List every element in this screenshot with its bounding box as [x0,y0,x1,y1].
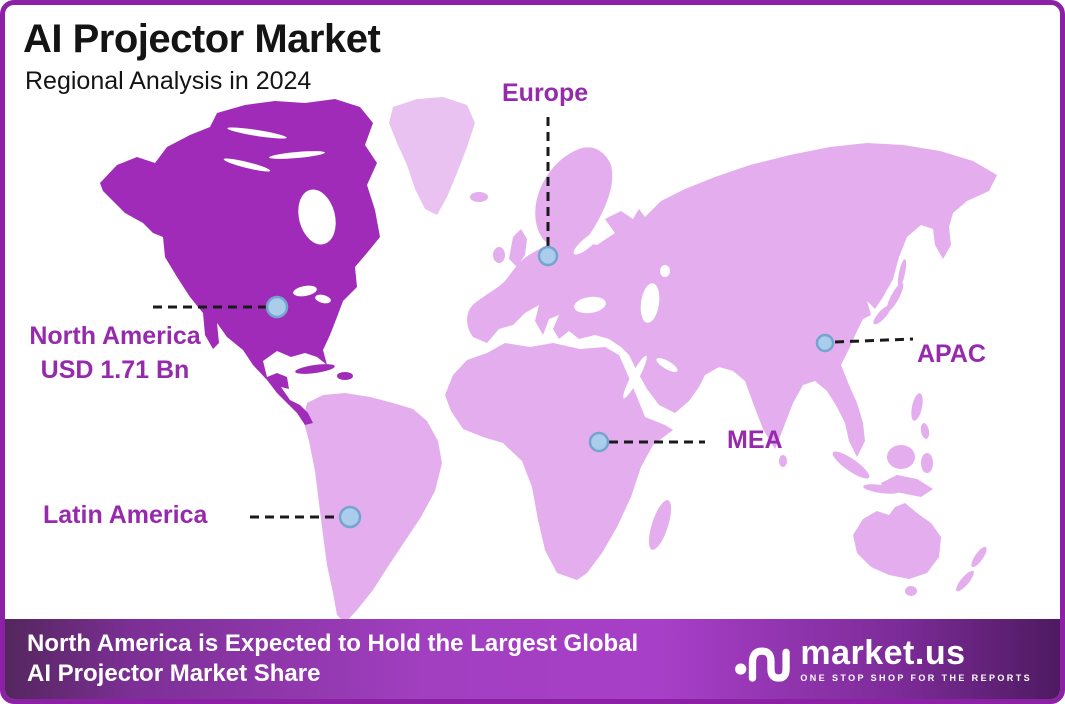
region-new-guinea [881,475,933,497]
water-great-lakes-2 [315,294,331,304]
page-title: AI Projector Market [23,17,381,61]
region-greenland [389,97,475,215]
region-sakhalin [897,259,907,287]
water-baltic-sea [573,231,601,255]
region-sri-lanka [779,455,787,467]
region-sulawesi [921,453,933,473]
region-japan-1 [886,282,904,312]
label-north-america-name: North America [29,322,201,350]
region-tasmania [905,586,917,596]
water-persian-gulf [656,358,678,372]
latin-america-marker-dot [338,505,362,529]
region-iceland [470,192,488,202]
region-sumatra [832,451,870,479]
region-philippines-1 [911,393,923,421]
label-mea: MEA [727,426,783,454]
region-new-zealand-south [956,570,974,592]
region-australia [853,503,941,579]
logo-text-block: market.us ONE STOP SHOP FOR THE REPORTS [800,635,1032,683]
region-borneo [887,445,915,469]
water-okhotsk-sea [906,239,928,271]
region-java [863,484,899,494]
region-north-america [100,99,380,425]
region-ireland [493,247,505,263]
label-north-america-value: USD 1.71 Bn [40,356,190,384]
region-scandinavia [535,147,613,255]
apac-leader-line [834,337,914,344]
footer-headline-line2: AI Projector Market Share [27,660,321,687]
label-europe: Europe [502,79,589,107]
region-philippines-2 [920,423,930,439]
footer-headline: North America is Expected to Hold the La… [27,629,638,689]
region-uk [509,229,527,267]
water-great-lakes-1 [293,285,317,297]
page-subtitle: Regional Analysis in 2024 [25,67,312,95]
region-hispaniola [337,372,353,380]
region-cuba [295,364,335,374]
water-black-sea [574,296,606,314]
water-arctic-channel-2 [269,151,325,159]
label-north-america: North America USD 1.71 Bn [15,319,215,387]
logo-name: market.us [800,634,966,672]
region-madagascar [648,500,672,550]
world-map [100,97,997,623]
region-south-america [303,393,442,623]
region-eurasia [467,143,997,457]
market-us-logo-icon [735,647,791,682]
market-us-logo: market.us ONE STOP SHOP FOR THE REPORTS [734,629,1032,689]
footer-headline-line1: North America is Expected to Hold the La… [27,630,639,657]
water-red-sea [623,355,647,399]
region-africa [445,343,673,580]
label-latin-america: Latin America [43,501,208,529]
mea-marker-dot [588,431,610,453]
logo-tagline: ONE STOP SHOP FOR THE REPORTS [800,673,1032,683]
water-aral-sea [660,265,670,277]
footer-banner: North America is Expected to Hold the La… [5,619,1060,699]
north-america-marker-dot [265,295,289,319]
europe-marker-dot [537,245,559,267]
water-arctic-channel-3 [223,158,271,172]
water-caspian-sea [640,283,660,323]
label-apac: APAC [917,340,986,368]
water-arctic-channel-1 [227,127,287,139]
apac-marker-dot [815,333,835,353]
region-new-zealand-north [971,546,987,568]
region-japan-2 [873,305,891,325]
water-hudson-bay [298,189,336,245]
